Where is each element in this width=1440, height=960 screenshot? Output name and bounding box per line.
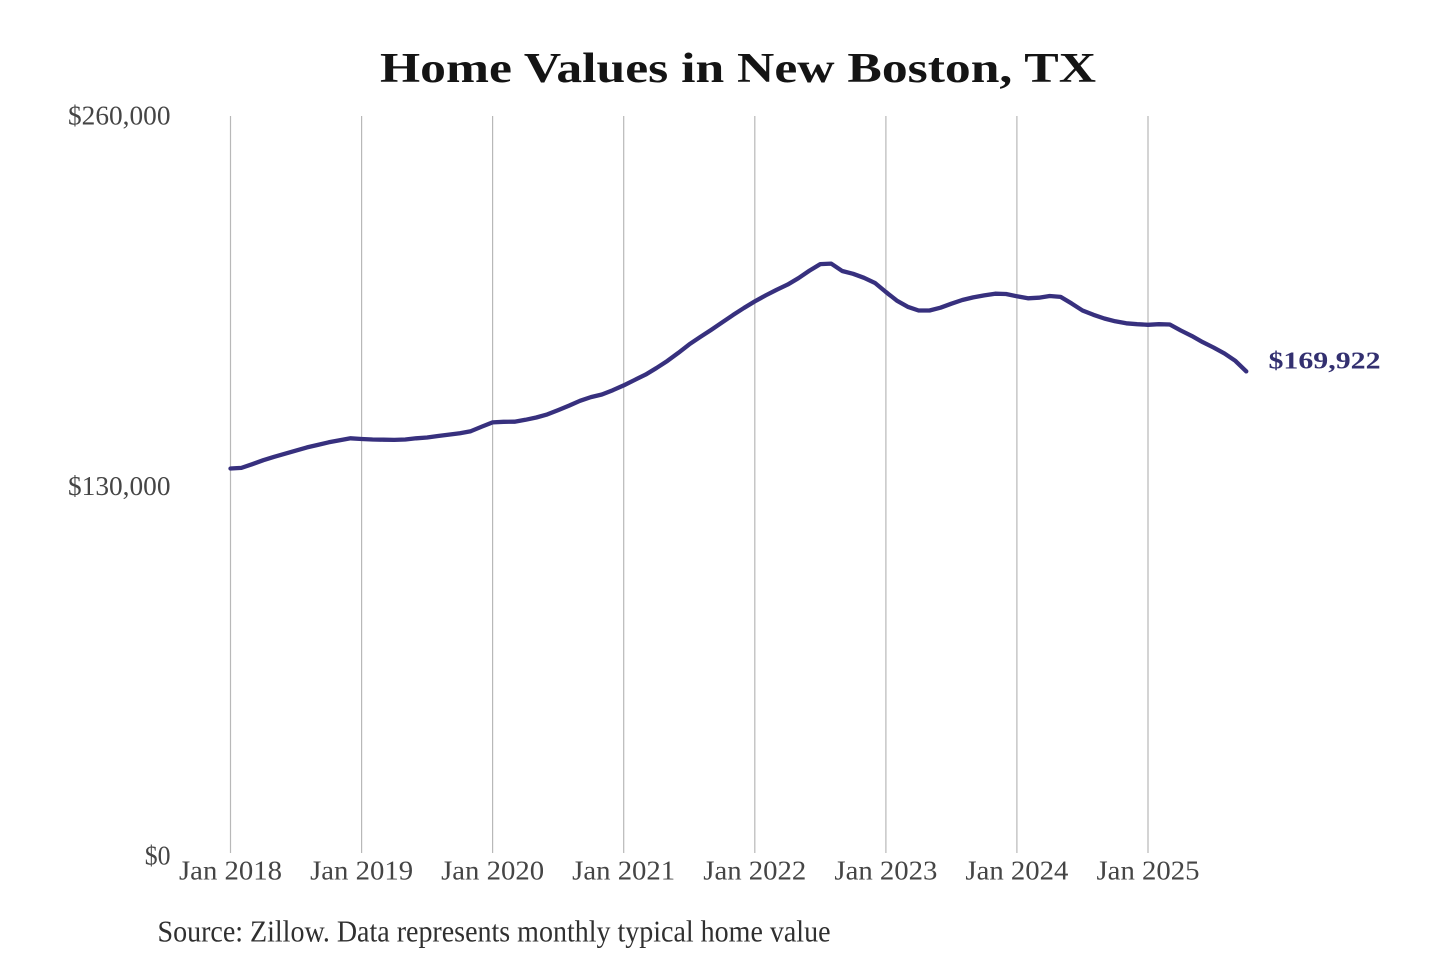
svg-text:$130,000: $130,000 (68, 471, 171, 501)
svg-text:Jan 2023: Jan 2023 (834, 856, 937, 886)
svg-text:Jan 2021: Jan 2021 (572, 856, 675, 886)
svg-text:$260,000: $260,000 (68, 101, 171, 131)
svg-text:$169,922: $169,922 (1269, 349, 1381, 375)
svg-text:Jan 2022: Jan 2022 (703, 856, 806, 886)
svg-text:Jan 2024: Jan 2024 (965, 856, 1069, 886)
svg-text:Jan 2019: Jan 2019 (310, 856, 413, 886)
svg-text:Jan 2020: Jan 2020 (441, 856, 544, 886)
svg-text:Source: Zillow. Data represent: Source: Zillow. Data represents monthly … (158, 913, 831, 948)
svg-text:Jan 2025: Jan 2025 (1097, 856, 1200, 886)
svg-text:Home Values in New Boston, TX: Home Values in New Boston, TX (380, 46, 1096, 92)
svg-text:$0: $0 (145, 841, 171, 871)
svg-text:Jan 2018: Jan 2018 (179, 856, 282, 886)
